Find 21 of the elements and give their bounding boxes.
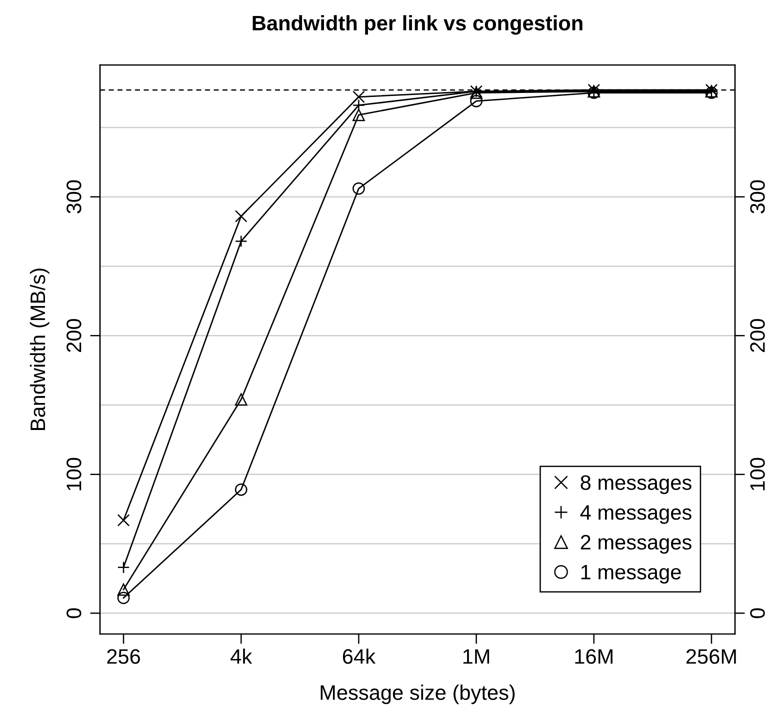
legend-label: 4 messages	[580, 505, 692, 524]
y-tick-label: 300	[66, 180, 82, 214]
x-tick-label: 1M	[463, 649, 490, 664]
x-tick-label: 256	[107, 649, 140, 664]
x-tick-label: 256M	[686, 649, 736, 664]
y-tick-label: 200	[66, 319, 82, 352]
y2-tick-label: 200	[750, 319, 765, 352]
y2-tick-label: 100	[750, 458, 765, 490]
chart-title: Bandwidth per link vs congestion	[252, 15, 582, 35]
x-axis-title: Message size (bytes)	[320, 684, 515, 704]
y-axis-title: Bandwidth (MB/s)	[30, 268, 50, 430]
y2-tick-label: 300	[750, 180, 765, 214]
legend-label: 2 messages	[580, 534, 692, 554]
y-tick-label: 0	[66, 608, 82, 618]
y2-tick-label: 0	[750, 608, 765, 618]
y-tick-label: 100	[66, 458, 82, 490]
legend-label: 8 messages	[580, 475, 692, 494]
x-tick-label: 64k	[342, 648, 376, 664]
legend-label: 1 message	[581, 564, 681, 584]
x-tick-label: 16M	[575, 649, 612, 664]
x-tick-label: 4k	[230, 648, 252, 664]
